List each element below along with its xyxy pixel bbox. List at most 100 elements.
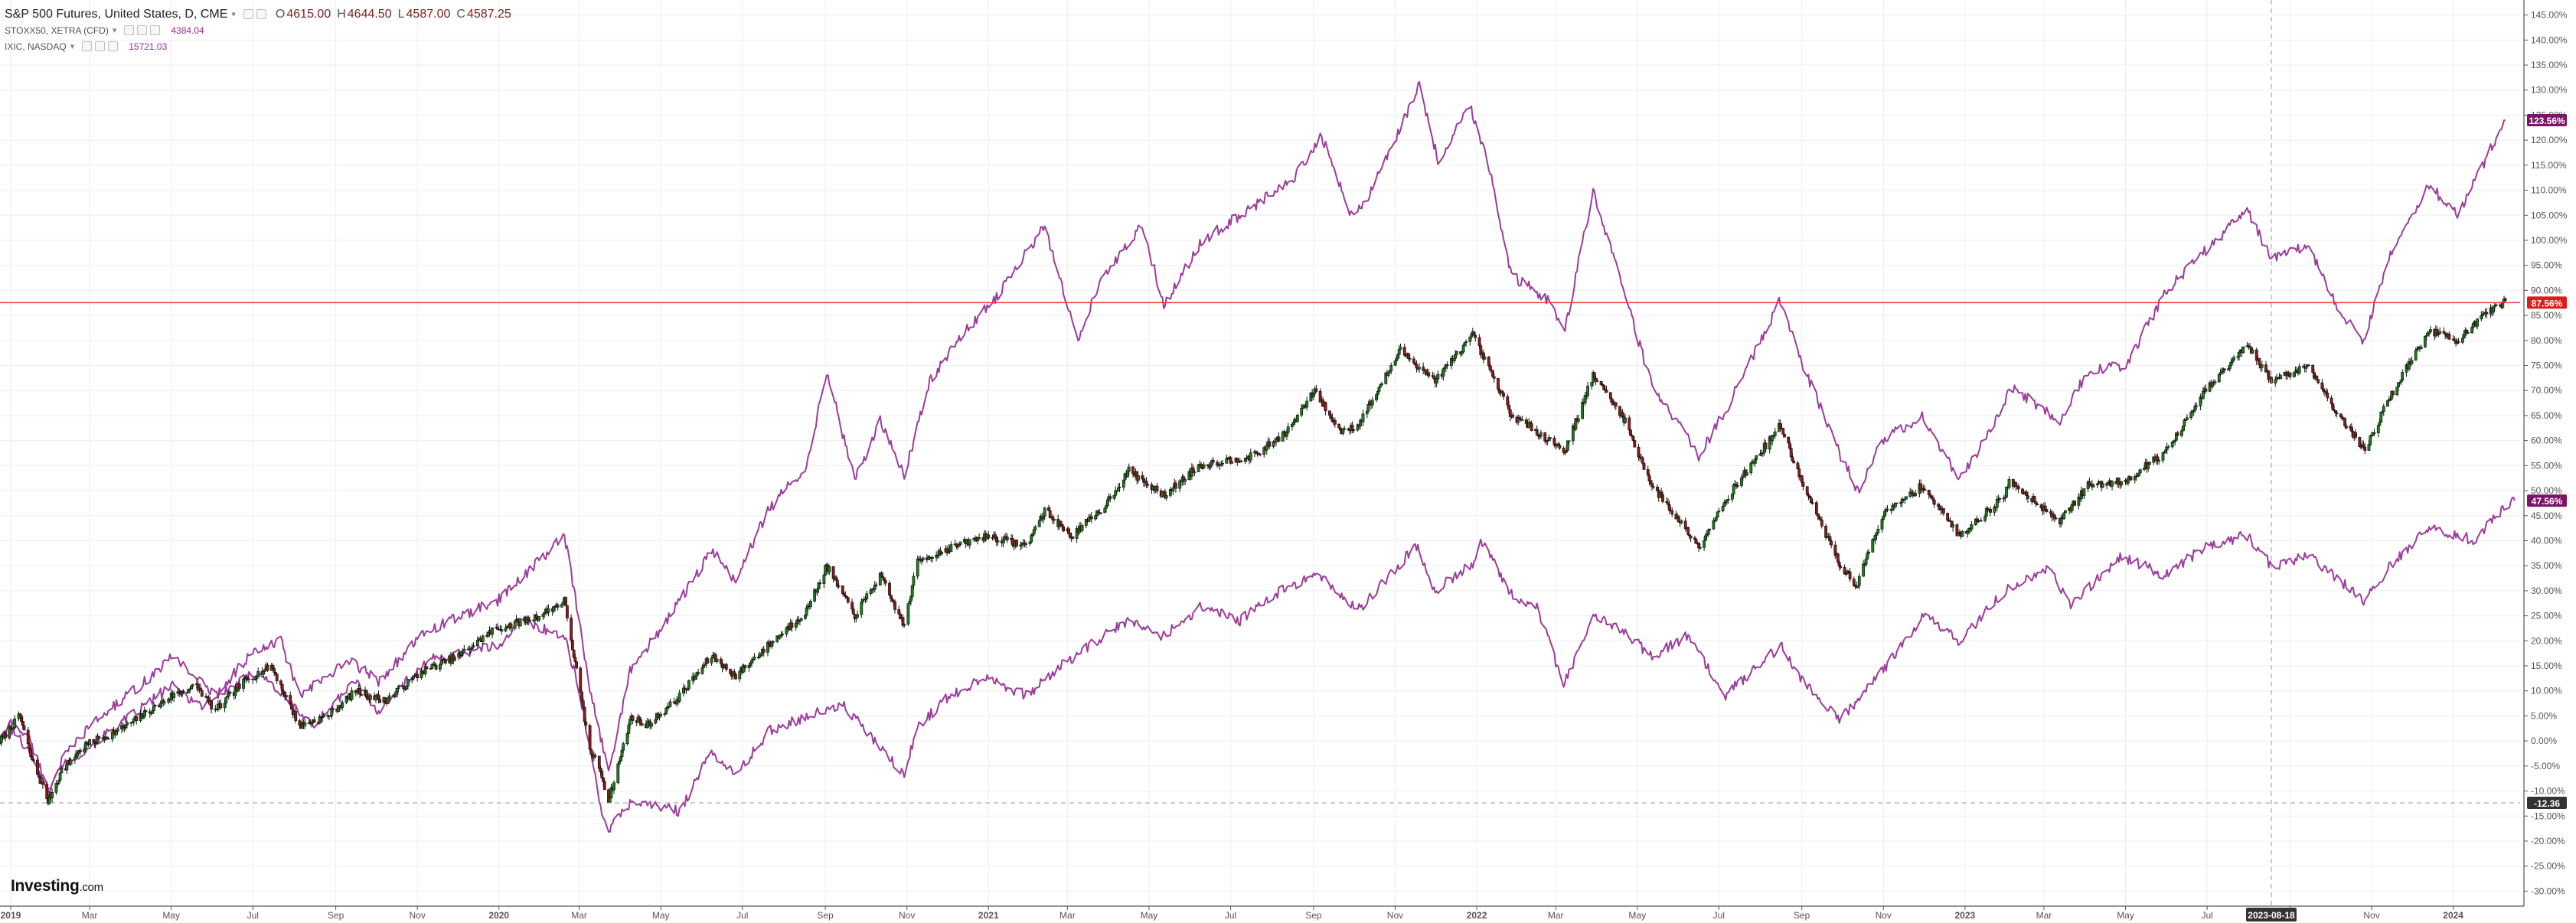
candle[interactable]	[152, 705, 155, 711]
ixic-line[interactable]	[0, 80, 2506, 791]
candle[interactable]	[1230, 462, 1234, 464]
candle[interactable]	[1380, 383, 1383, 385]
main-candles[interactable]	[0, 295, 2507, 806]
candle[interactable]	[2438, 331, 2442, 334]
candle[interactable]	[1221, 462, 1225, 465]
candle[interactable]	[2176, 432, 2179, 436]
candle[interactable]	[1529, 422, 1532, 424]
candle[interactable]	[2462, 334, 2466, 339]
candle[interactable]	[747, 664, 751, 668]
candle[interactable]	[1876, 528, 1880, 533]
candle[interactable]	[2461, 338, 2464, 343]
candle[interactable]	[266, 664, 269, 671]
candle[interactable]	[1089, 516, 1093, 520]
candle[interactable]	[556, 604, 560, 608]
candle[interactable]	[575, 661, 579, 669]
candle[interactable]	[1641, 457, 1644, 464]
candle[interactable]	[1605, 390, 1608, 393]
candle[interactable]	[1631, 435, 1635, 441]
candle[interactable]	[1646, 469, 1650, 476]
candle[interactable]	[359, 693, 363, 696]
candle[interactable]	[1275, 439, 1278, 443]
candle[interactable]	[475, 640, 479, 647]
candle[interactable]	[1610, 398, 1614, 402]
candle[interactable]	[1830, 540, 1833, 546]
candle[interactable]	[968, 539, 971, 546]
candle[interactable]	[677, 693, 681, 702]
candle[interactable]	[1824, 525, 1828, 538]
candle[interactable]	[710, 657, 713, 664]
candle[interactable]	[824, 565, 828, 576]
candle[interactable]	[1630, 435, 1634, 437]
candle[interactable]	[2217, 373, 2221, 383]
candle[interactable]	[1337, 423, 1341, 429]
candle[interactable]	[957, 544, 961, 547]
candle[interactable]	[416, 673, 420, 678]
candle[interactable]	[190, 685, 193, 690]
candle[interactable]	[2457, 341, 2460, 343]
candle[interactable]	[2367, 444, 2371, 452]
candle[interactable]	[279, 680, 282, 685]
candle[interactable]	[57, 779, 60, 784]
candle[interactable]	[2222, 368, 2226, 370]
candle[interactable]	[1415, 364, 1419, 369]
candle[interactable]	[1583, 395, 1587, 404]
candle[interactable]	[903, 624, 906, 626]
candle[interactable]	[1905, 496, 1908, 500]
candle[interactable]	[322, 715, 325, 718]
candle[interactable]	[2014, 482, 2018, 487]
candle[interactable]	[579, 667, 583, 693]
candle[interactable]	[1989, 509, 1993, 513]
candle[interactable]	[912, 576, 916, 586]
candle[interactable]	[2129, 476, 2133, 481]
candle[interactable]	[1866, 553, 1869, 560]
candle[interactable]	[570, 640, 574, 651]
candle[interactable]	[560, 604, 563, 608]
candle[interactable]	[719, 658, 723, 664]
candle[interactable]	[1379, 384, 1383, 388]
candle[interactable]	[2424, 335, 2427, 347]
candle[interactable]	[181, 691, 185, 693]
candle[interactable]	[1286, 426, 1290, 433]
candle[interactable]	[1399, 347, 1402, 350]
candle[interactable]	[153, 704, 157, 706]
candle[interactable]	[1539, 432, 1543, 437]
candle[interactable]	[377, 694, 380, 700]
candle[interactable]	[759, 652, 763, 657]
ixic-caret-icon[interactable]: ▾	[70, 42, 75, 51]
candle[interactable]	[1042, 516, 1045, 520]
candle[interactable]	[1649, 481, 1653, 484]
candle[interactable]	[1396, 354, 1399, 359]
candle[interactable]	[583, 706, 586, 722]
candle[interactable]	[1352, 429, 1356, 431]
candle[interactable]	[2274, 379, 2277, 383]
candle[interactable]	[1628, 417, 1631, 431]
candle[interactable]	[115, 731, 118, 735]
candle[interactable]	[2410, 360, 2414, 364]
candle[interactable]	[1670, 510, 1674, 515]
candle[interactable]	[589, 749, 593, 755]
candle[interactable]	[2166, 446, 2170, 448]
candle[interactable]	[659, 714, 663, 716]
candle[interactable]	[92, 739, 96, 742]
main-caret-icon[interactable]: ▾	[231, 10, 236, 19]
candle[interactable]	[722, 665, 726, 668]
candle[interactable]	[2228, 364, 2232, 370]
candle[interactable]	[434, 664, 438, 670]
candle[interactable]	[20, 715, 23, 722]
candle[interactable]	[144, 710, 148, 713]
candle[interactable]	[1581, 401, 1585, 419]
candle[interactable]	[2202, 390, 2205, 400]
candle[interactable]	[880, 572, 883, 577]
candle[interactable]	[284, 695, 288, 698]
candle[interactable]	[1397, 349, 1401, 355]
candle[interactable]	[1697, 542, 1701, 549]
candle[interactable]	[883, 580, 887, 584]
candle[interactable]	[459, 652, 463, 656]
candle[interactable]	[1080, 525, 1084, 531]
candle[interactable]	[2304, 366, 2308, 369]
candle[interactable]	[2157, 459, 2161, 462]
candle[interactable]	[1957, 533, 1961, 537]
candle[interactable]	[851, 608, 855, 615]
candle[interactable]	[729, 669, 733, 674]
